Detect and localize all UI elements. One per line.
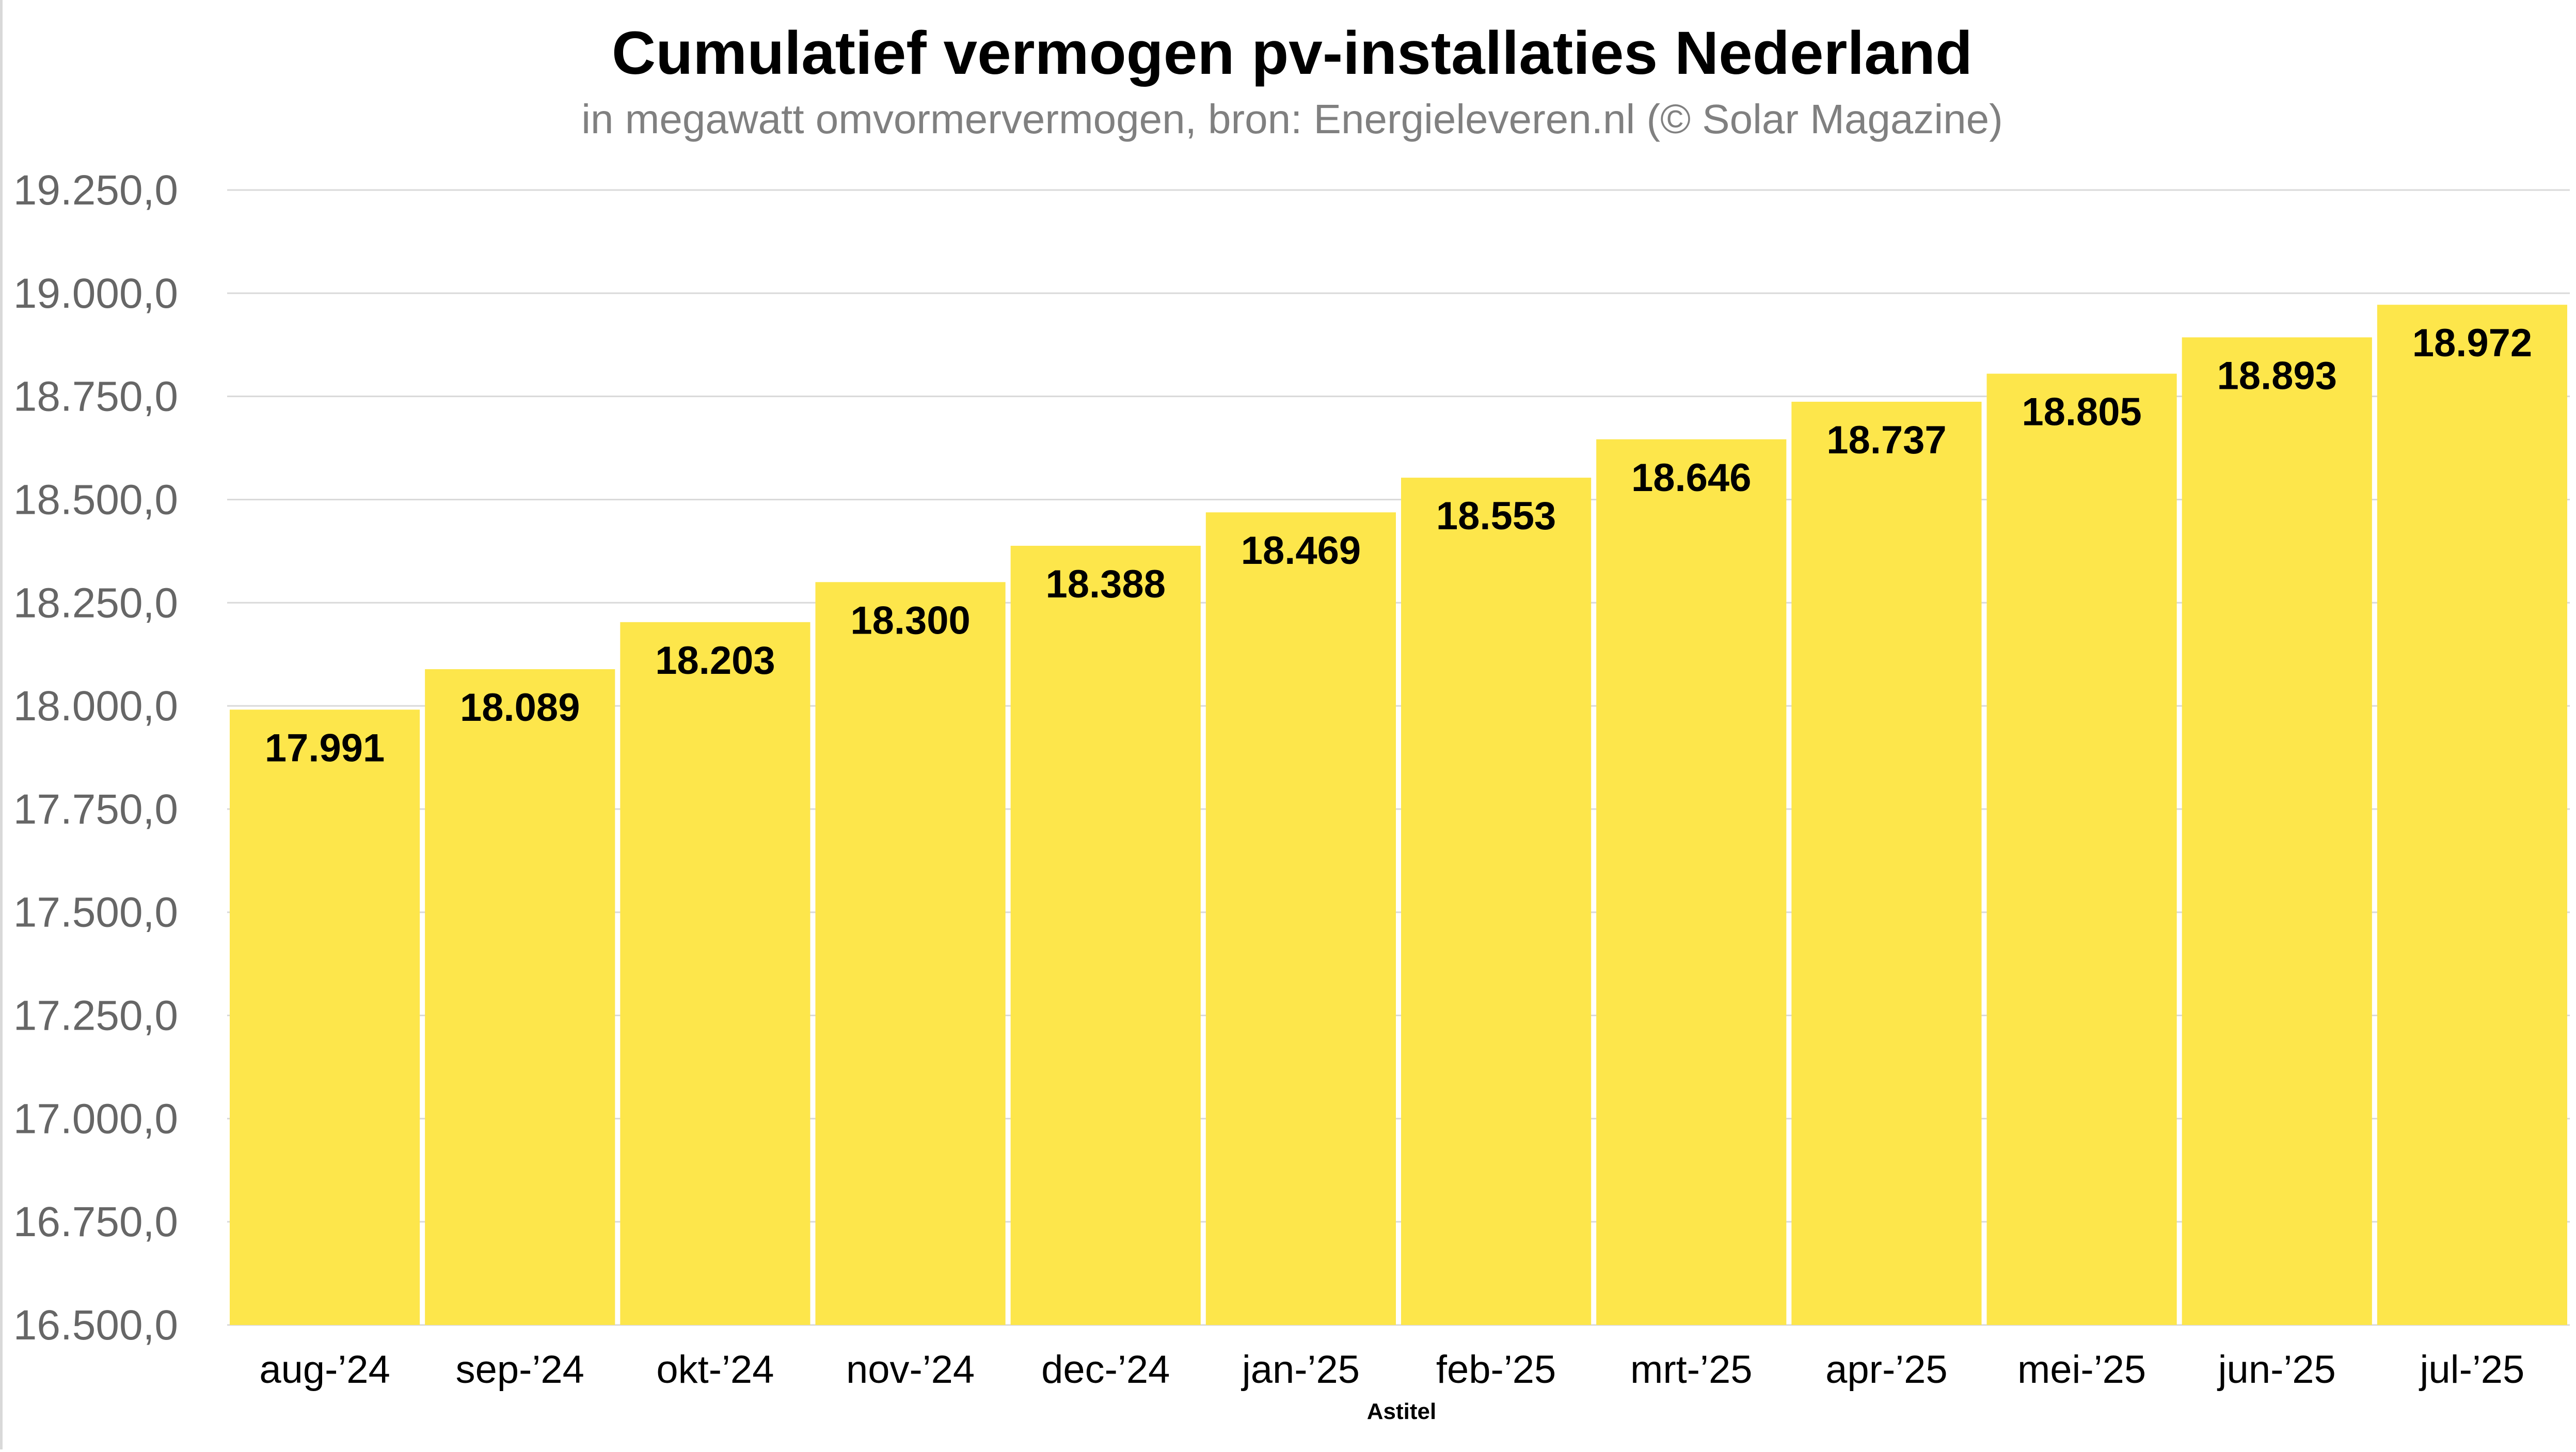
x-tick-label: jun-’25 — [2217, 1348, 2336, 1392]
bar — [1791, 402, 1982, 1325]
y-tick-label: 19.000,0 — [13, 270, 178, 317]
bars-layer — [230, 305, 2567, 1325]
x-tick-label: jan-’25 — [1241, 1348, 1360, 1392]
x-tick-label: dec-’24 — [1041, 1348, 1170, 1392]
bar — [620, 622, 810, 1325]
x-tick-label: nov-’24 — [846, 1348, 975, 1392]
bar — [230, 709, 420, 1325]
left-border — [0, 0, 3, 1449]
x-tick-label: sep-’24 — [456, 1348, 584, 1392]
grid-layer: 16.500,0 16.750,0 17.000,0 17.250,0 17.500,0… — [13, 167, 2570, 1349]
labels-layer: 17.991 aug-’24 18.089 sep-’24 18.203 okt-’24 1… — [259, 321, 2532, 1392]
y-tick-label: 17.250,0 — [13, 992, 178, 1039]
data-label: 18.553 — [1436, 494, 1556, 538]
data-label: 18.203 — [655, 639, 775, 683]
data-label: 18.646 — [1631, 456, 1751, 500]
bar — [815, 582, 1006, 1325]
bar — [1205, 512, 1396, 1325]
y-tick-label: 18.000,0 — [13, 683, 178, 730]
bar — [1596, 439, 1787, 1325]
data-label: 18.089 — [460, 686, 580, 730]
x-tick-label: mrt-’25 — [1630, 1348, 1752, 1392]
data-label: 18.893 — [2217, 354, 2337, 398]
y-tick-label: 18.750,0 — [13, 373, 178, 420]
y-tick-label: 16.750,0 — [13, 1198, 178, 1245]
x-axis-title: Astitel — [1367, 1399, 1436, 1424]
data-label: 17.991 — [265, 726, 385, 770]
x-tick-label: okt-’24 — [656, 1348, 774, 1392]
data-label: 18.737 — [1826, 418, 1946, 462]
data-label: 18.469 — [1241, 529, 1361, 573]
data-label: 18.300 — [850, 598, 970, 642]
chart-subtitle: in megawatt omvormervermogen, bron: Ener… — [581, 96, 2003, 142]
bar — [1401, 478, 1592, 1325]
y-tick-label: 18.500,0 — [13, 476, 178, 523]
bar — [2377, 305, 2567, 1325]
x-tick-label: apr-’25 — [1825, 1348, 1948, 1392]
y-tick-label: 16.500,0 — [13, 1302, 178, 1349]
bar — [2182, 337, 2372, 1325]
chart-title: Cumulatief vermogen pv-installaties Nede… — [612, 19, 1973, 87]
x-tick-label: mei-’25 — [2017, 1348, 2146, 1392]
bar — [425, 669, 615, 1325]
bar — [1986, 373, 2177, 1325]
data-label: 18.388 — [1046, 562, 1166, 606]
y-tick-label: 17.000,0 — [13, 1095, 178, 1142]
data-label: 18.805 — [2022, 390, 2141, 434]
y-tick-label: 17.750,0 — [13, 786, 178, 833]
x-tick-label: jul-’25 — [2419, 1348, 2525, 1392]
y-tick-label: 17.500,0 — [13, 889, 178, 936]
y-tick-label: 19.250,0 — [13, 167, 178, 214]
data-label: 18.972 — [2412, 321, 2532, 365]
y-tick-label: 18.250,0 — [13, 579, 178, 626]
bar — [1010, 545, 1201, 1325]
x-tick-label: aug-’24 — [259, 1348, 390, 1392]
x-tick-label: feb-’25 — [1436, 1348, 1556, 1392]
